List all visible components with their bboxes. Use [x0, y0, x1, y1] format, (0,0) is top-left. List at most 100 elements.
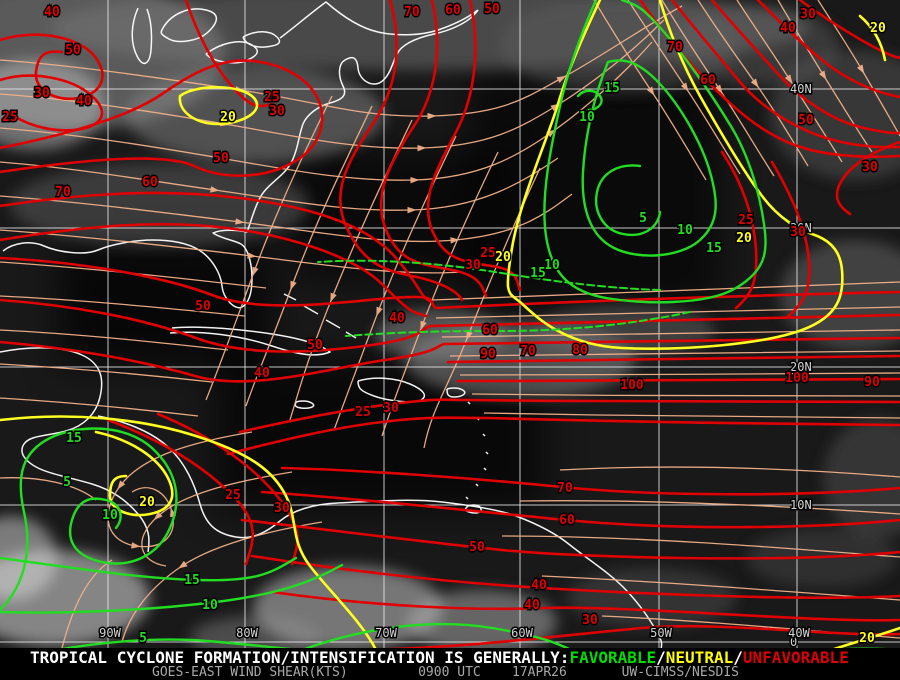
- shear-contour-label-red: 30: [34, 86, 50, 101]
- streamline-layer-shape: [121, 521, 323, 643]
- longitude-label: 60W: [511, 626, 533, 640]
- shear-contour-label-red: 60: [559, 513, 575, 528]
- latitude-label: 0: [790, 635, 797, 649]
- credit-line: GOES-EAST WIND SHEAR(KTS) 0900 UTC 17APR…: [152, 665, 739, 680]
- shear-contour-label-red: 30: [862, 160, 878, 175]
- shear-contour-label-yellow: 20: [870, 21, 886, 36]
- streamline-layer-shape: [449, 350, 900, 357]
- shear-contours-red-shape: [0, 298, 900, 353]
- shear-contour-label-red: 60: [445, 3, 461, 18]
- shear-contours-red-shape: [184, 0, 274, 108]
- shear-contour-label-red: 30: [800, 7, 816, 22]
- streamline-layer-shape: [245, 105, 373, 407]
- shear-contour-label-red: 25: [2, 110, 18, 125]
- shear-contour-label-red: 60: [482, 323, 498, 338]
- shear-contours-red-shape: [0, 336, 900, 383]
- streamline-layer-shape: [0, 41, 653, 184]
- shear-contours-red-shape: [670, 0, 900, 149]
- longitude-label: 40W: [788, 626, 810, 640]
- longitude-label: 80W: [236, 626, 258, 640]
- shear-contour-label-red: 40: [531, 578, 547, 593]
- shear-contours-red-shape: [250, 554, 900, 599]
- longitude-label: 70W: [375, 626, 397, 640]
- separator-1: /: [656, 648, 666, 667]
- streamline-layer-shape: [0, 229, 463, 274]
- shear-contour-label-green: 15: [530, 266, 546, 281]
- shear-contours-red: [0, 0, 900, 650]
- cloud-background-layer-shape-shape: [375, 309, 505, 361]
- streamline-layer-shape: [501, 535, 900, 558]
- longitude-label: 50W: [650, 626, 672, 640]
- streamline-layer-shape: [777, 0, 873, 153]
- bahamas-coastline: [283, 293, 357, 339]
- shear-contour-label-red: 100: [785, 371, 809, 386]
- shear-contours-green-shape: [0, 563, 344, 614]
- shear-contour-label-red: 50: [195, 299, 211, 314]
- shear-contour-label-red: 60: [142, 175, 158, 190]
- central-south-america-coastline: [97, 415, 663, 650]
- map-labels-layer: 40N 30N 20N 10N 0 90W 80W 70W 60W 50W 40W 40 50 30 40 2…: [1, 1, 888, 651]
- shear-contour-label-red: 30: [582, 613, 598, 628]
- shear-contours-red-shape: [240, 518, 900, 560]
- shear-contour-label-red: 70: [404, 5, 420, 20]
- shear-contour-label-red: 25: [355, 405, 371, 420]
- shear-contour-label-red: 70: [667, 40, 683, 55]
- streamline-layer-shape: [459, 372, 900, 376]
- shear-contour-label-red: 50: [484, 2, 500, 17]
- shear-contours-red-shape: [710, 0, 900, 135]
- shear-contours-red-shape: [446, 354, 900, 364]
- shear-contour-label-red: 70: [520, 344, 536, 359]
- headline: TROPICAL CYCLONE FORMATION/INTENSIFICATI…: [30, 649, 849, 666]
- shear-contours-red-shape: [226, 416, 900, 456]
- shear-contour-label-green: 10: [579, 110, 595, 125]
- shear-contours-red-shape: [280, 466, 900, 496]
- shear-contour-label-red: 90: [480, 347, 496, 362]
- shear-contours-red-shape: [0, 222, 428, 318]
- shear-contours-red-shape: [0, 74, 104, 132]
- shear-contours-yellow-shape: [858, 14, 887, 62]
- streamline-layer-shape: [601, 615, 900, 639]
- shear-contour-label-red: 40: [389, 311, 405, 326]
- shear-contour-label-green: 10: [202, 598, 218, 613]
- shear-contour-label-yellow: 20: [139, 495, 155, 510]
- shear-contour-label-red: 30: [383, 401, 399, 416]
- shear-contour-label-red: 50: [213, 151, 229, 166]
- shear-contour-label-red: 30: [790, 225, 806, 240]
- shear-contour-label-green: 5: [639, 211, 647, 226]
- streamline-layer-shape: [0, 295, 246, 317]
- shear-contours-yellow-shape: [94, 430, 174, 517]
- streamline-layer-shape: [471, 393, 900, 397]
- shear-contours-red-shape: [0, 33, 104, 101]
- streamline-layer-shape: [0, 363, 213, 383]
- shear-contours-green-shape: [317, 259, 661, 291]
- shear-contour-label-red: 30: [465, 258, 481, 273]
- shear-contour-label-red: 50: [798, 113, 814, 128]
- cloud-background-layer-shape-shape: [0, 60, 105, 150]
- shear-contour-label-red: 40: [44, 5, 60, 20]
- shear-contours-red-shape: [338, 0, 464, 302]
- shear-contours-green-shape: [0, 427, 178, 612]
- latitude-label: 30N: [790, 221, 812, 235]
- shear-contours-red-shape: [0, 59, 324, 177]
- shear-contour-label-yellow: 20: [220, 110, 236, 125]
- shear-contour-label-red: 30: [269, 104, 285, 119]
- shear-contours-yellow-shape: [506, 0, 844, 350]
- shear-contour-label-red: 30: [274, 501, 290, 516]
- latitude-label: 40N: [790, 82, 812, 96]
- streamline-layer-shape: [593, 0, 707, 181]
- latitude-label: 20N: [790, 360, 812, 374]
- shear-contour-label-red: 50: [65, 43, 81, 58]
- shear-contours-green-shape: [0, 556, 298, 582]
- shear-contour-label-red: 40: [524, 598, 540, 613]
- cuba-coastline: [169, 326, 331, 356]
- shear-contour-label-green: 5: [63, 475, 71, 490]
- shear-contours-red-shape: [426, 0, 522, 292]
- shear-contours-yellow-shape: [0, 415, 378, 650]
- shear-contours-green-shape: [576, 89, 603, 112]
- shear-contours-green-shape: [594, 164, 662, 237]
- cloud-background-layer-shape-shape: [407, 590, 557, 650]
- shear-contours-red-shape: [379, 0, 488, 298]
- streamline-layer-shape: [441, 329, 900, 338]
- shear-contours-green-shape: [543, 0, 767, 304]
